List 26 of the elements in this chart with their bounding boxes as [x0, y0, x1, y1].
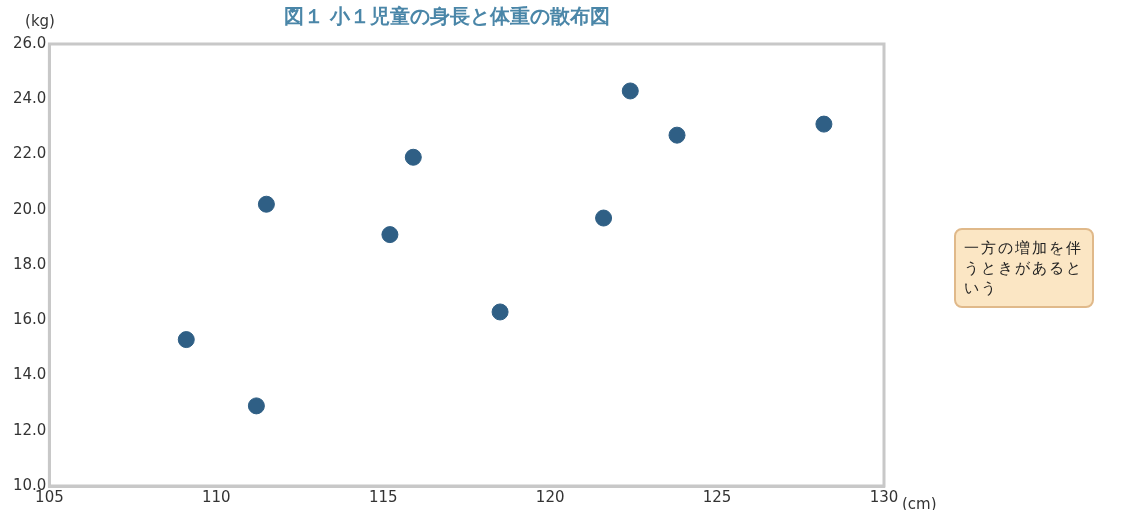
x-tick-label: 130: [869, 487, 899, 506]
y-tick-label: 26.0: [12, 33, 47, 52]
point: [247, 397, 265, 415]
text: 一方の増加を伴うときがあるという: [954, 228, 1094, 308]
x-tick-label: 110: [202, 487, 231, 506]
y-tick-label: 12.0: [12, 420, 47, 439]
point: [491, 303, 509, 321]
y-tick-label: 20.0: [12, 199, 47, 218]
point: [815, 115, 833, 133]
point: [257, 195, 275, 213]
chart-title: 図１ 小１児童の身長と体重の散布図: [283, 4, 611, 29]
x-tick-label: 115: [368, 487, 398, 506]
point: [404, 148, 422, 166]
y-tick-label: 18.0: [12, 254, 47, 273]
point: [621, 82, 639, 100]
y-tick-label: 14.0: [12, 365, 47, 384]
point: [668, 126, 686, 144]
y-tick-label: 24.0: [12, 89, 47, 108]
x-tick-label: 125: [702, 487, 732, 506]
point: [177, 331, 195, 349]
y-axis-title: (kg): [25, 12, 55, 31]
point: [381, 226, 399, 244]
y-tick-label: 16.0: [12, 310, 47, 329]
y-tick-label: 22.0: [12, 144, 47, 163]
x-tick-label: 120: [535, 487, 565, 506]
point: [595, 209, 613, 227]
